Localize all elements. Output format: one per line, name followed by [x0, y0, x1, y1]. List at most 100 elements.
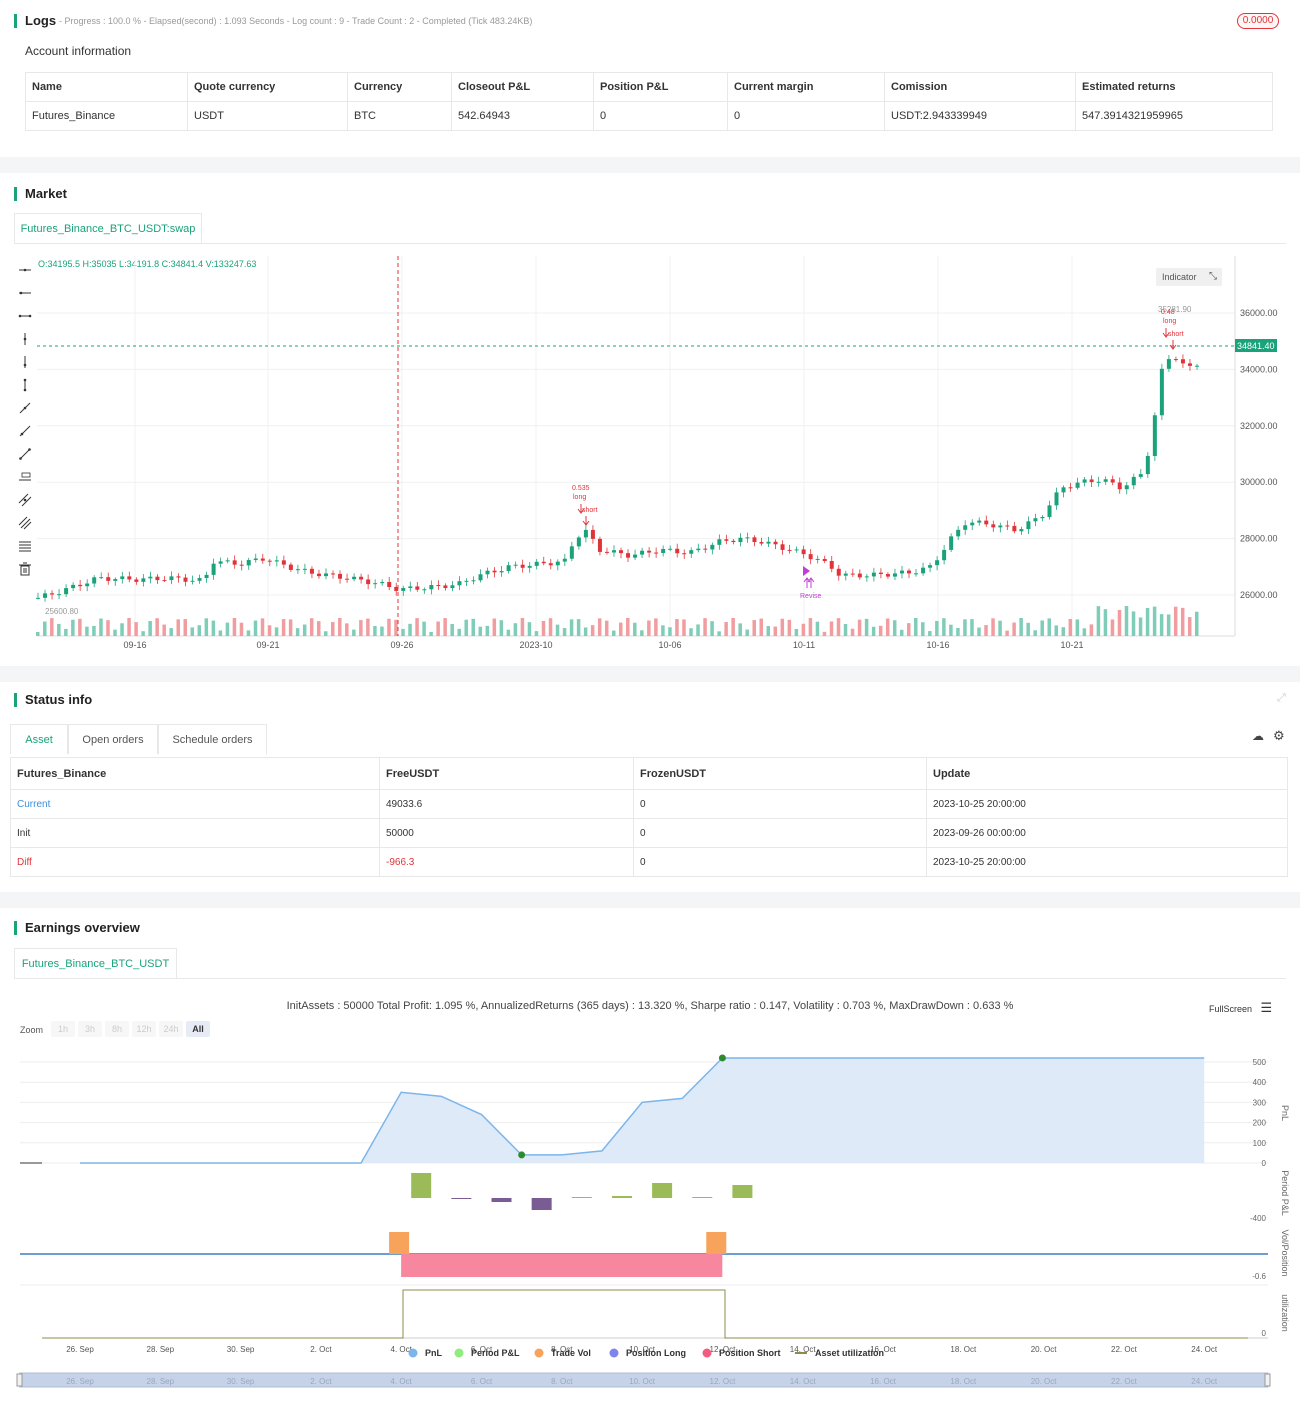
parallel-lines-icon[interactable] [18, 516, 32, 530]
market-title: Market [14, 187, 67, 201]
legend-swatch [534, 1348, 544, 1358]
candle-body [808, 554, 813, 560]
period-pnl-bar [451, 1198, 472, 1199]
candle-body [710, 544, 715, 550]
volume-bar [134, 622, 138, 636]
candle-body [246, 560, 251, 566]
candle-body [892, 573, 897, 577]
x-tick-label: 12. Oct [710, 1345, 737, 1354]
zoom-button-3h[interactable]: 3h [78, 1021, 102, 1037]
volume-bar [928, 631, 932, 636]
ray-line-icon[interactable] [18, 424, 32, 438]
indicator-button[interactable]: Indicator ⤡ [1156, 268, 1222, 286]
candle-body [914, 573, 919, 575]
candle-body [36, 597, 40, 599]
candle-body [829, 561, 834, 569]
legend-item[interactable]: Asset utilization [815, 1348, 884, 1358]
volume-bar [731, 618, 735, 636]
legend-item[interactable]: Position Long [626, 1348, 686, 1358]
candle-body [345, 578, 350, 580]
volume-bar [162, 624, 166, 636]
vertical-segment-icon[interactable] [18, 378, 32, 392]
collapse-icon[interactable]: ⤢ [1277, 692, 1286, 704]
legend-item[interactable]: Position Short [719, 1348, 781, 1358]
volume-bar [1026, 622, 1030, 636]
candle-body [85, 583, 90, 587]
candlestick-chart[interactable]: 34841.40 35281.90 25600.80 36000.00 34000… [0, 246, 1300, 666]
zoom-button-1h[interactable]: 1h [51, 1021, 75, 1037]
volume-bar [99, 618, 103, 636]
volume-bar [619, 622, 623, 636]
candle-body [1180, 359, 1185, 364]
horizontal-line-icon[interactable] [18, 263, 32, 277]
legend-item[interactable]: Trade Vol [551, 1348, 591, 1358]
expand-icon: ⤡ [1209, 271, 1217, 282]
status-title: Status info [14, 693, 92, 707]
vertical-line-icon[interactable] [18, 332, 32, 346]
navigator-handle-left[interactable] [16, 1373, 23, 1387]
trade-annotations: 0.535 long short 0.48 long short Revise [572, 309, 1184, 600]
candle-body [429, 585, 434, 590]
zoom-button-24h[interactable]: 24h [159, 1021, 183, 1037]
x-tick-label: 6. Oct [471, 1345, 493, 1354]
gear-icon[interactable]: ⚙ [1273, 728, 1285, 743]
candle-body [1075, 482, 1080, 488]
navigator-tick-label: 10. Oct [629, 1377, 656, 1386]
trend-line-icon[interactable] [18, 401, 32, 415]
candle-body [850, 573, 855, 575]
candle-body [1152, 415, 1157, 456]
candle-body [155, 576, 160, 581]
candle-body [1145, 455, 1150, 475]
price-label-icon[interactable] [18, 470, 32, 484]
tab-asset[interactable]: Asset [10, 724, 68, 754]
volume-bar [738, 623, 742, 636]
candle-body [1159, 368, 1164, 416]
volume-bar [843, 624, 848, 636]
tab-earnings-symbol[interactable]: Futures_Binance_BTC_USDT [14, 948, 177, 978]
horizontal-segment-icon[interactable] [18, 309, 32, 323]
trash-icon[interactable] [18, 562, 32, 576]
tab-market-symbol[interactable]: Futures_Binance_BTC_USDT:swap [14, 213, 202, 243]
candle-body [239, 564, 244, 566]
volume-bar [64, 628, 68, 636]
candle-body [647, 550, 652, 553]
volume-bar [794, 629, 799, 636]
navigator-handle-right[interactable] [1264, 1373, 1271, 1387]
fib-levels-icon[interactable] [18, 539, 32, 553]
volume-bar [253, 620, 258, 636]
candle-body [583, 529, 588, 538]
y-tick-label: 32000.00 [1240, 421, 1278, 431]
volume-bar [773, 626, 778, 636]
legend-item[interactable]: Period P&L [471, 1348, 520, 1358]
volume-bar [443, 618, 447, 636]
earnings-chart[interactable]: 500 400 300 200 100 0 PnL Period P&L Vol/Positio… [0, 908, 1300, 1409]
vertical-ray-icon[interactable] [18, 355, 32, 369]
candle-body [1040, 516, 1045, 519]
legend-item[interactable]: PnL [425, 1348, 443, 1358]
x-tick-label: 28. Sep [147, 1345, 175, 1354]
earnings-panel: Earnings overview Futures_Binance_BTC_US… [0, 908, 1300, 1409]
volume-bar [864, 618, 869, 636]
y-tick-label: 36000.00 [1240, 308, 1278, 318]
tab-open-orders[interactable]: Open orders [68, 724, 158, 754]
cloud-download-icon[interactable]: ☁ [1252, 729, 1264, 743]
fullscreen-button[interactable]: FullScreen ☰ [1209, 1000, 1272, 1016]
volume-bar [548, 618, 553, 636]
col-current-margin: Current margin [727, 72, 885, 102]
parallel-channel-icon[interactable] [18, 493, 32, 507]
candle-body [1068, 487, 1073, 489]
cell-comission: USDT:2.943339949 [884, 101, 1076, 131]
row-diff-frozen: 0 [633, 847, 927, 877]
segment-line-icon[interactable] [18, 447, 32, 461]
candle-body [50, 593, 55, 595]
candle-body [1103, 479, 1108, 482]
tab-schedule-orders[interactable]: Schedule orders [158, 724, 267, 754]
volume-bar [316, 621, 321, 636]
volume-bar [914, 618, 918, 636]
zoom-button-8h[interactable]: 8h [105, 1021, 129, 1037]
candle-body [731, 540, 736, 543]
annotation-size-1: 0.535 [572, 485, 590, 492]
zoom-button-12h[interactable]: 12h [132, 1021, 156, 1037]
zoom-button-All[interactable]: All [186, 1021, 210, 1037]
horizontal-ray-icon[interactable] [18, 286, 32, 300]
